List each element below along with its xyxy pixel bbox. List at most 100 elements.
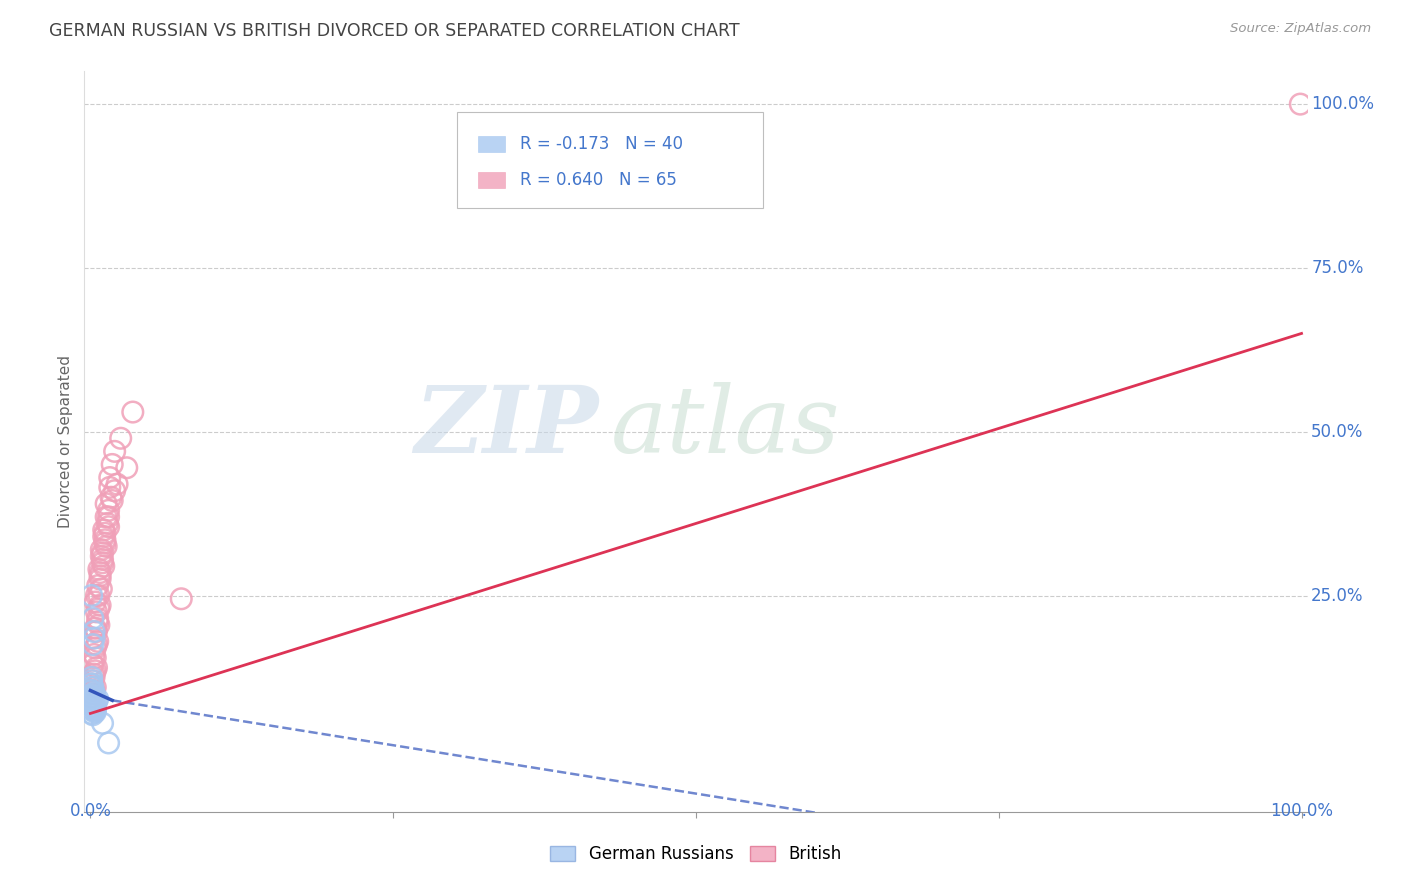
Point	[82, 638, 104, 652]
Point	[82, 707, 104, 722]
Point	[94, 536, 117, 550]
Text: 100.0%: 100.0%	[1270, 802, 1333, 820]
Point	[82, 690, 104, 704]
Point	[93, 530, 115, 544]
Legend: German Russians, British: German Russians, British	[544, 838, 848, 870]
Point	[82, 699, 104, 714]
Point	[83, 692, 105, 706]
Point	[86, 695, 108, 709]
Point	[80, 677, 103, 691]
Point	[83, 693, 105, 707]
Point	[104, 483, 127, 498]
Text: atlas: atlas	[610, 382, 839, 472]
Point	[89, 566, 111, 580]
Point	[80, 683, 103, 698]
Point	[91, 716, 114, 731]
Point	[100, 490, 122, 504]
Point	[98, 470, 121, 484]
Point	[83, 695, 105, 709]
Point	[86, 638, 108, 652]
Point	[80, 683, 103, 698]
Point	[101, 458, 124, 472]
Point	[104, 444, 127, 458]
Point	[94, 533, 117, 547]
Point	[82, 690, 104, 704]
Point	[82, 697, 104, 711]
Point	[86, 579, 108, 593]
Point	[90, 549, 112, 564]
Point	[80, 589, 103, 603]
Point	[84, 705, 107, 719]
Point	[89, 569, 111, 583]
Point	[84, 640, 107, 655]
Point	[87, 562, 110, 576]
Point	[86, 634, 108, 648]
Point	[86, 605, 108, 619]
Point	[84, 680, 107, 694]
Point	[89, 572, 111, 586]
Text: R = 0.640   N = 65: R = 0.640 N = 65	[520, 170, 676, 189]
Point	[105, 477, 128, 491]
Point	[83, 701, 105, 715]
Point	[82, 631, 104, 645]
Point	[84, 595, 107, 609]
Point	[86, 611, 108, 625]
Point	[170, 591, 193, 606]
Point	[83, 631, 105, 645]
Point	[84, 621, 107, 635]
Point	[83, 698, 105, 713]
Point	[101, 493, 124, 508]
Point	[84, 699, 107, 714]
Point	[97, 519, 120, 533]
Text: 25.0%: 25.0%	[1312, 587, 1364, 605]
Text: GERMAN RUSSIAN VS BRITISH DIVORCED OR SEPARATED CORRELATION CHART: GERMAN RUSSIAN VS BRITISH DIVORCED OR SE…	[49, 22, 740, 40]
Point	[96, 509, 118, 524]
Point	[82, 680, 104, 694]
Text: 100.0%: 100.0%	[1312, 95, 1374, 113]
Point	[93, 559, 115, 574]
Point	[80, 677, 103, 691]
Point	[86, 660, 108, 674]
Point	[80, 706, 103, 721]
Point	[80, 690, 103, 704]
Point	[87, 589, 110, 603]
Point	[86, 624, 108, 639]
Text: ZIP: ZIP	[413, 382, 598, 472]
Point	[115, 460, 138, 475]
Point	[80, 677, 103, 691]
Point	[87, 601, 110, 615]
Text: R = -0.173   N = 40: R = -0.173 N = 40	[520, 136, 683, 153]
Point	[84, 703, 107, 717]
Point	[84, 650, 107, 665]
Point	[96, 497, 118, 511]
Point	[110, 431, 132, 445]
Point	[93, 523, 115, 537]
Point	[96, 516, 118, 531]
Point	[1289, 97, 1312, 112]
Point	[83, 648, 105, 662]
Point	[96, 540, 118, 554]
Point	[98, 480, 121, 494]
Point	[83, 667, 105, 681]
Point	[83, 670, 105, 684]
FancyBboxPatch shape	[478, 171, 505, 188]
Point	[82, 687, 104, 701]
Point	[91, 556, 114, 570]
Point	[80, 703, 103, 717]
Point	[86, 615, 108, 629]
Point	[84, 664, 107, 678]
Point	[97, 509, 120, 524]
Point	[82, 688, 104, 702]
Text: 75.0%: 75.0%	[1312, 259, 1364, 277]
Point	[83, 687, 105, 701]
Point	[84, 703, 107, 717]
Point	[91, 552, 114, 566]
Point	[83, 685, 105, 699]
Point	[80, 670, 103, 684]
Y-axis label: Divorced or Separated: Divorced or Separated	[58, 355, 73, 528]
Point	[86, 692, 108, 706]
Point	[121, 405, 143, 419]
Point	[89, 599, 111, 613]
Text: Source: ZipAtlas.com: Source: ZipAtlas.com	[1230, 22, 1371, 36]
Point	[94, 526, 117, 541]
